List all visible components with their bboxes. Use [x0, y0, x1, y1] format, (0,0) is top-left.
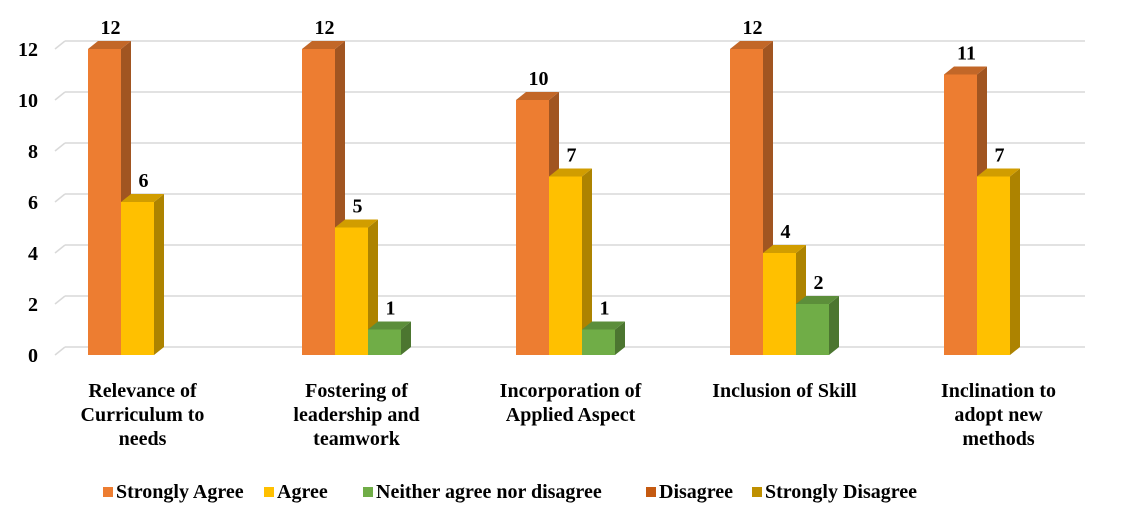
legend-label: Strongly Disagree	[765, 481, 917, 503]
legend-item: Strongly Disagree	[752, 481, 917, 503]
gridline-edge	[54, 295, 66, 305]
y-tick-label: 10	[18, 90, 38, 112]
bar	[977, 168, 1020, 355]
legend-swatch	[752, 487, 762, 497]
y-tick-label: 6	[28, 192, 38, 214]
y-tick-label: 2	[28, 294, 38, 316]
y-tick-label: 4	[28, 243, 38, 265]
category-label: Incorporation of Applied Aspect	[500, 380, 642, 426]
data-label: 4	[781, 221, 791, 243]
data-label: 10	[529, 68, 549, 90]
data-label: 7	[995, 145, 1005, 167]
legend-swatch	[264, 487, 274, 497]
data-labels: 12 6 12 5 1 10 7 1 12 4 2 11 7	[101, 17, 1005, 320]
category-label: Relevance of Curriculum to needs	[81, 380, 205, 450]
bar	[368, 321, 411, 355]
data-label: 12	[101, 17, 121, 39]
data-label: 5	[353, 196, 363, 218]
legend-label: Agree	[277, 481, 328, 503]
legend-item: Agree	[264, 481, 328, 503]
legend-label: Neither agree nor disagree	[376, 481, 602, 503]
bar	[121, 194, 164, 355]
y-tick-label: 8	[28, 141, 38, 163]
data-label: 11	[957, 43, 976, 65]
legend-item: Disagree	[646, 481, 733, 503]
data-label: 2	[814, 272, 824, 294]
data-label: 1	[386, 298, 396, 320]
legend-item: Neither agree nor disagree	[363, 481, 602, 503]
legend-item: Strongly Agree	[103, 481, 244, 503]
bar	[796, 296, 839, 355]
bars	[88, 41, 1020, 355]
data-label: 7	[567, 145, 577, 167]
bar	[549, 168, 592, 355]
category-label: Inclination to adopt new methods	[941, 380, 1056, 450]
gridline-edge	[54, 142, 66, 152]
legend-swatch	[103, 487, 113, 497]
legend-swatch	[363, 487, 373, 497]
gridline-edge	[54, 244, 66, 254]
legend: Strongly Agree Agree Neither agree nor dis…	[103, 481, 917, 503]
data-label: 12	[743, 17, 763, 39]
category-labels: Relevance of Curriculum to needs Fostering …	[81, 380, 1056, 450]
gridline-edge	[54, 346, 66, 356]
category-label: Fostering of leadership and teamwork	[293, 380, 419, 450]
data-label: 1	[600, 298, 610, 320]
gridline-edge	[54, 193, 66, 203]
gridline-edge	[54, 91, 66, 101]
gridline-edge	[54, 40, 66, 50]
category-label: Inclusion of Skill	[712, 380, 857, 402]
y-tick-label: 12	[18, 39, 38, 61]
data-label: 12	[315, 17, 335, 39]
legend-label: Strongly Agree	[116, 481, 244, 503]
data-label: 6	[139, 170, 149, 192]
legend-swatch	[646, 487, 656, 497]
y-tick-label: 0	[28, 345, 38, 367]
bar	[335, 219, 378, 355]
bar	[582, 321, 625, 355]
legend-label: Disagree	[659, 481, 733, 503]
y-axis-ticks: 0 2 4 6 8 10 12	[18, 39, 38, 367]
